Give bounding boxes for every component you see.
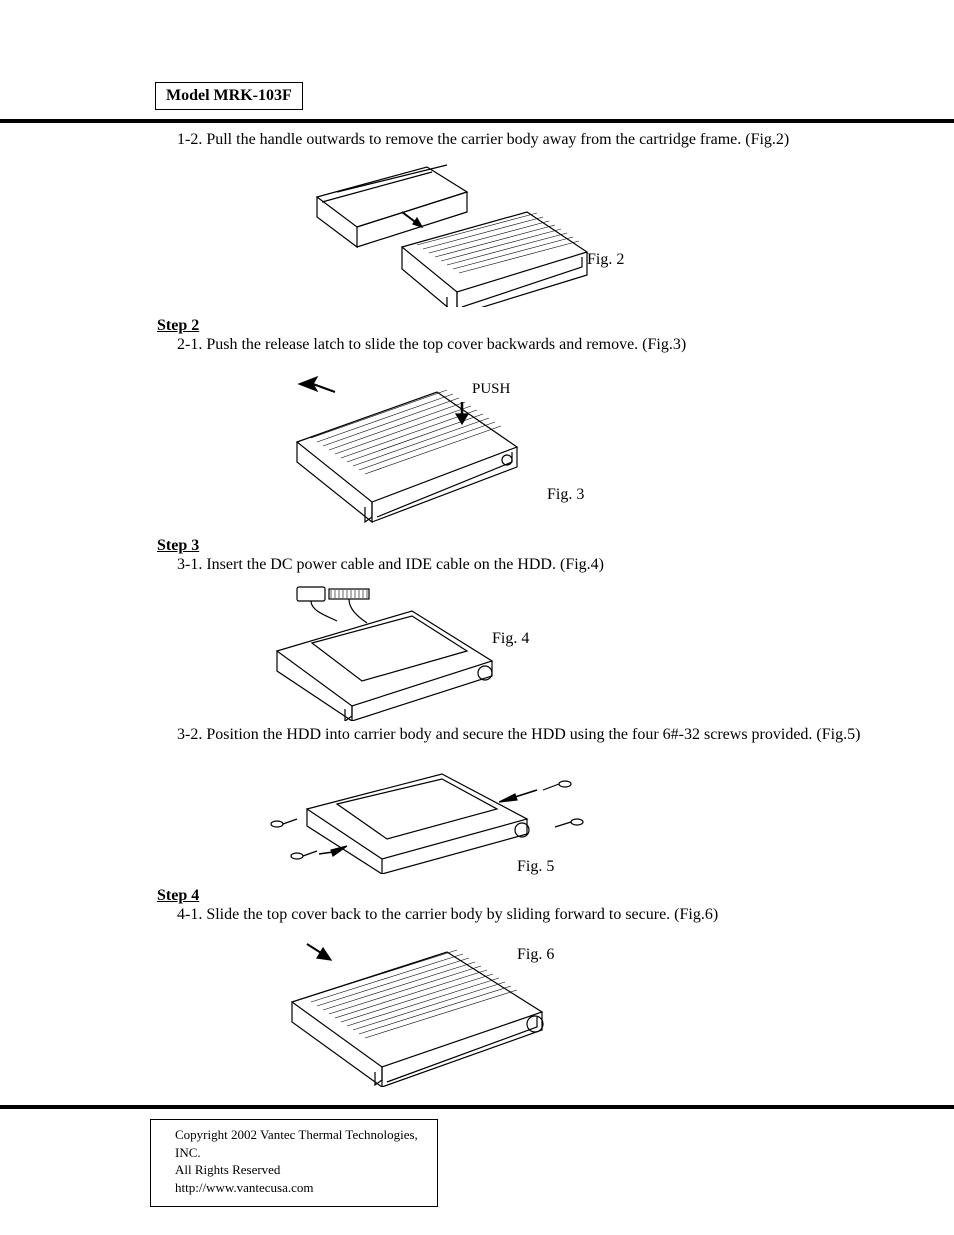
instruction-1-2: 1-2. Pull the handle outwards to remove … bbox=[177, 130, 897, 151]
step4-header: Step 4 bbox=[157, 887, 897, 905]
fig4-drawing bbox=[257, 581, 517, 721]
fig4-label: Fig. 4 bbox=[492, 630, 529, 648]
model-box: Model MRK-103F bbox=[155, 82, 303, 110]
fig3-label: Fig. 3 bbox=[547, 486, 584, 504]
step2-header: Step 2 bbox=[157, 317, 897, 335]
fig6-label: Fig. 6 bbox=[517, 946, 554, 964]
fig5-drawing bbox=[267, 754, 587, 874]
footer-url: http://www.vantecusa.com bbox=[175, 1179, 427, 1197]
footer-rights: All Rights Reserved bbox=[175, 1161, 427, 1179]
fig2-drawing bbox=[307, 157, 607, 307]
model-label: Model MRK-103F bbox=[166, 87, 292, 104]
footer-copyright: Copyright 2002 Vantec Thermal Technologi… bbox=[175, 1126, 427, 1161]
fig2-label: Fig. 2 bbox=[587, 251, 624, 269]
instruction-2-1: 2-1. Push the release latch to slide the… bbox=[177, 335, 897, 356]
push-label: PUSH bbox=[472, 381, 510, 398]
content-area: 1-2. Pull the handle outwards to remove … bbox=[157, 130, 897, 1086]
fig5-label: Fig. 5 bbox=[517, 858, 554, 876]
instruction-3-2: 3-2. Position the HDD into carrier body … bbox=[177, 725, 897, 746]
fig3-wrap: PUSH Fig. 3 bbox=[157, 356, 897, 531]
bottom-rule bbox=[0, 1105, 954, 1109]
top-rule bbox=[0, 119, 954, 123]
fig5-wrap: Fig. 5 bbox=[157, 746, 897, 881]
footer-box: Copyright 2002 Vantec Thermal Technologi… bbox=[150, 1119, 438, 1207]
step3-header: Step 3 bbox=[157, 537, 897, 555]
instruction-3-1: 3-1. Insert the DC power cable and IDE c… bbox=[177, 555, 897, 576]
instruction-4-1: 4-1. Slide the top cover back to the car… bbox=[177, 905, 897, 926]
fig2-wrap: Fig. 2 bbox=[157, 151, 897, 311]
fig4-wrap: Fig. 4 bbox=[157, 575, 897, 725]
fig6-wrap: Fig. 6 bbox=[157, 926, 897, 1086]
